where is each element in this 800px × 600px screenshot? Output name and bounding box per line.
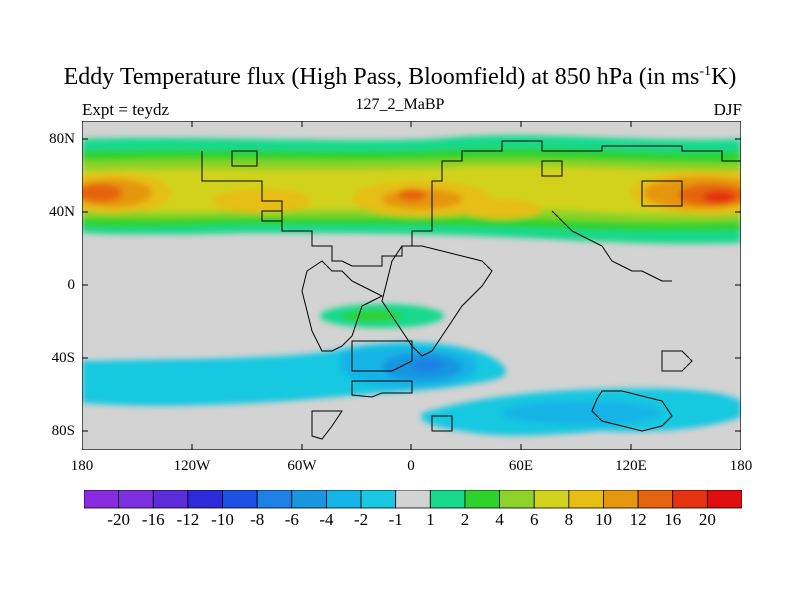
colorbar-swatch xyxy=(672,490,708,509)
north-flux-band xyxy=(82,135,741,244)
colorbar-swatch xyxy=(533,490,570,509)
colorbar-swatch xyxy=(464,490,500,509)
tropical-flux-patch xyxy=(320,304,444,328)
colorbar-swatch xyxy=(118,490,154,509)
colorbar-label: 10 xyxy=(594,510,612,529)
colorbar xyxy=(84,490,742,509)
lon-label-180e: 180 xyxy=(729,458,753,474)
lon-label-120w: 120W xyxy=(173,458,211,474)
colorbar-swatch xyxy=(360,490,397,509)
colorbar-swatch xyxy=(222,490,258,509)
colorbar-label: -6 xyxy=(284,510,299,529)
title-superscript: -1 xyxy=(699,64,712,79)
lon-label-60e: 60E xyxy=(508,458,534,474)
colorbar-label: -2 xyxy=(353,510,369,529)
colorbar-swatch xyxy=(706,490,742,509)
colorbar-swatch xyxy=(326,490,362,509)
colorbar-label: 1 xyxy=(426,510,435,529)
colorbar-swatch xyxy=(603,490,639,509)
colorbar-label: -8 xyxy=(250,510,265,529)
lat-label-40n: 40N xyxy=(49,204,75,220)
colorbar-label: 2 xyxy=(460,510,470,529)
lon-label-120e: 120E xyxy=(615,458,647,474)
lat-label-0: 0 xyxy=(67,277,76,293)
lat-label-80n: 80N xyxy=(49,131,75,147)
colorbar-swatch xyxy=(429,490,466,509)
colorbar-label: -10 xyxy=(211,510,234,529)
axis-ticks xyxy=(82,121,741,450)
lon-label-180w: 180 xyxy=(70,458,94,474)
colorbar-swatch xyxy=(256,490,293,509)
colorbar-swatch xyxy=(568,490,604,509)
lon-label-0: 0 xyxy=(407,458,415,474)
south-flux-band xyxy=(82,342,741,436)
run-label: 127_2_MaBP xyxy=(355,96,445,113)
colorbar-label: 4 xyxy=(495,510,504,529)
continent-outlines xyxy=(201,140,741,440)
colorbar-swatch xyxy=(499,490,535,509)
colorbar-label: 12 xyxy=(629,510,647,529)
plot-title: Eddy Temperature flux (High Pass, Bloomf… xyxy=(63,64,737,90)
colorbar-label: -1 xyxy=(388,510,403,529)
experiment-label: Expt = teydz xyxy=(82,100,170,119)
colorbar-label: 16 xyxy=(664,510,682,529)
lat-label-40s: 40S xyxy=(51,350,75,366)
colorbar-label: -4 xyxy=(319,510,334,529)
colorbar-label: 6 xyxy=(529,510,539,529)
lat-label-80s: 80S xyxy=(51,423,75,439)
colorbar-swatch xyxy=(187,490,223,509)
colorbar-swatch xyxy=(84,490,120,509)
colorbar-label: -12 xyxy=(176,510,200,529)
season-label: DJF xyxy=(713,100,742,119)
colorbar-swatch xyxy=(637,490,674,509)
colorbar-label: 20 xyxy=(698,510,716,529)
colorbar-label: 8 xyxy=(564,510,574,529)
colorbar-label: -16 xyxy=(141,510,165,529)
colorbar-swatch xyxy=(291,490,327,509)
colorbar-label: -20 xyxy=(107,510,130,529)
lon-label-60w: 60W xyxy=(287,458,317,474)
colorbar-swatch xyxy=(152,490,189,509)
colorbar-swatch xyxy=(395,490,431,509)
map-panel xyxy=(82,121,741,450)
